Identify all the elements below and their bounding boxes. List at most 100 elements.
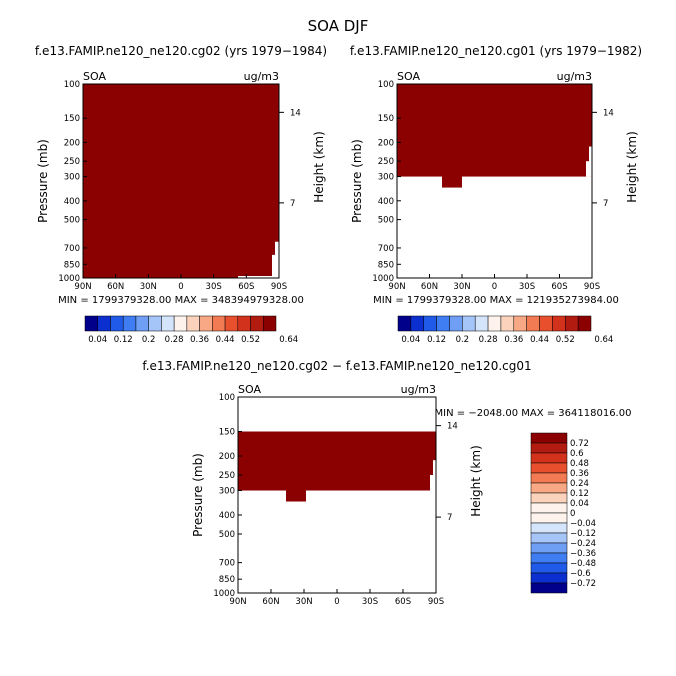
y-tick-label: 150: [378, 114, 394, 124]
colorbar-swatch: [530, 562, 568, 574]
y-tick-label: 200: [219, 452, 235, 462]
colorbar-swatch: [199, 315, 213, 332]
colorbar-label: 0.72: [570, 439, 589, 449]
field-edge: [430, 474, 433, 491]
y2-tick-label: 14: [603, 108, 614, 118]
x-tick-label: 0: [334, 597, 339, 607]
y2-tick-label: 7: [603, 199, 608, 209]
colorbar-swatch: [97, 315, 111, 332]
y-tick-label: 400: [378, 197, 394, 207]
y-tick-label: 700: [64, 244, 80, 254]
colorbar-swatch: [530, 472, 568, 484]
colorbar-label: 0.52: [241, 335, 260, 345]
colorbar-swatch: [263, 315, 277, 332]
x-tick-label: 60N: [107, 282, 124, 292]
y-axis-label: Pressure (mb): [191, 453, 205, 537]
y2-axis-label: Height (km): [312, 131, 326, 202]
field-edge: [433, 460, 436, 491]
x-tick-label: 60S: [238, 282, 254, 292]
panel-top-right: f.e13.FAMIP.ne120_ne120.cg01 (yrs 1979−1…: [350, 44, 642, 345]
x-tick-label: 90N: [74, 282, 91, 292]
y2-tick-label: 7: [447, 513, 452, 523]
colorbar-swatch: [110, 315, 124, 332]
y-tick-label: 300: [378, 173, 394, 183]
colorbar-swatch: [530, 482, 568, 494]
variable-label: SOA: [238, 383, 261, 396]
colorbar-swatch: [173, 315, 188, 332]
colorbar-label: 0.04: [401, 335, 420, 345]
colorbar-swatch: [135, 315, 149, 332]
colorbar-swatch: [526, 315, 540, 332]
variable-label: SOA: [83, 70, 106, 83]
colorbar-swatch: [122, 315, 137, 332]
colorbar-swatch: [449, 315, 463, 332]
filled-field: [238, 431, 436, 491]
y-tick-label: 150: [64, 114, 80, 124]
colorbar-label: −0.12: [570, 529, 596, 539]
x-tick-label: 30N: [295, 597, 312, 607]
colorbar-label: 0.2: [142, 335, 156, 345]
y-tick-label: 150: [219, 428, 235, 438]
colorbar-swatch: [530, 502, 568, 514]
stats-text: MIN = 1799379328.00 MAX = 121935273984.0…: [373, 295, 619, 306]
colorbar-swatch: [436, 315, 450, 332]
colorbar-label: 0.2: [456, 335, 470, 345]
x-tick-label: 30N: [140, 282, 157, 292]
colorbar-swatch: [539, 315, 553, 332]
y-tick-label: 500: [378, 216, 394, 226]
colorbar-swatch: [530, 572, 568, 584]
colorbar-swatch: [577, 315, 592, 332]
colorbar-swatch: [462, 315, 476, 332]
colorbar: 0.04 0.12 0.2 0.28 0.36 0.44 0.52 0.64: [397, 315, 613, 345]
panel-top-left: f.e13.FAMIP.ne120_ne120.cg02 (yrs 1979−1…: [35, 44, 327, 345]
x-tick-label: 60N: [262, 597, 279, 607]
y2-tick-label: 7: [290, 199, 295, 209]
colorbar-swatch: [530, 452, 568, 464]
y-tick-label: 250: [378, 157, 394, 167]
colorbar-label: 0: [570, 509, 575, 519]
x-tick-label: 30S: [362, 597, 378, 607]
colorbar-label: 0.64: [279, 335, 298, 345]
y2-axis-label: Height (km): [625, 131, 639, 202]
x-tick-label: 0: [178, 282, 183, 292]
colorbar-label: 0.28: [479, 335, 498, 345]
colorbar-swatch: [84, 315, 98, 332]
colorbar-swatch: [224, 315, 239, 332]
colorbar-swatch: [487, 315, 502, 332]
units-label: ug/m3: [401, 383, 436, 396]
y-tick-label: 100: [64, 80, 80, 90]
plot-frame: [237, 396, 437, 594]
colorbar-label: 0.52: [556, 335, 575, 345]
y-tick-label: 1000: [213, 589, 235, 599]
y2-tick-label: 14: [290, 108, 301, 118]
y-tick-label: 300: [64, 173, 80, 183]
colorbar-swatch: [530, 442, 568, 454]
colorbar-label: 0.12: [570, 489, 589, 499]
colorbar-label: 0.44: [530, 335, 549, 345]
panel-title: f.e13.FAMIP.ne120_ne120.cg02 − f.e13.FAM…: [142, 359, 531, 373]
panel-title: f.e13.FAMIP.ne120_ne120.cg01 (yrs 1979−1…: [350, 44, 642, 58]
field-edge: [275, 241, 279, 278]
y-axis-label: Pressure (mb): [36, 139, 50, 223]
x-tick-label: 90S: [271, 282, 287, 292]
y-tick-label: 200: [378, 138, 394, 148]
colorbar-label: 0.04: [570, 499, 589, 509]
colorbar-swatch: [250, 315, 264, 332]
colorbar: 0.04 0.12 0.2 0.28 0.36 0.44 0.52 0.64: [84, 315, 298, 345]
colorbar-swatch: [237, 315, 251, 332]
filled-field: [83, 84, 279, 278]
y-axis-label: Pressure (mb): [350, 139, 364, 223]
colorbar-label: −0.48: [570, 559, 596, 569]
y-tick-label: 850: [219, 575, 235, 585]
stats-text: MIN = −2048.00 MAX = 364118016.00: [435, 408, 632, 419]
field-edge: [238, 276, 279, 278]
colorbar-swatch: [513, 315, 527, 332]
colorbar-swatch: [530, 512, 568, 524]
colorbar-swatch: [552, 315, 566, 332]
y-tick-label: 700: [219, 559, 235, 569]
field-edge: [272, 254, 275, 278]
colorbar-swatch: [530, 462, 568, 474]
field-edge: [589, 146, 592, 177]
figure-title: SOA DJF: [308, 17, 369, 35]
variable-label: SOA: [397, 70, 420, 83]
